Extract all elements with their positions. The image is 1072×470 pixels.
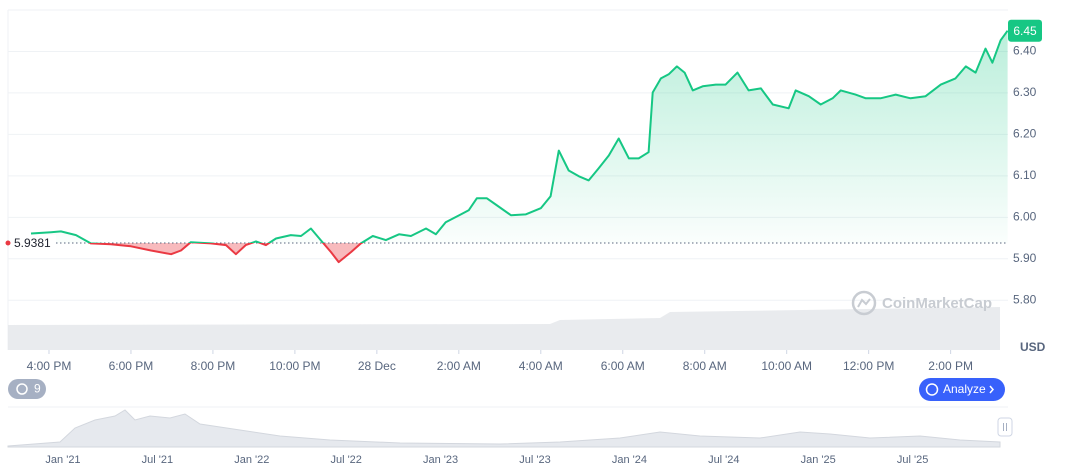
y-tick-label: 6.00 — [1013, 209, 1037, 223]
y-tick-label: 6.20 — [1013, 127, 1037, 141]
navigator-label: Jan '25 — [801, 454, 836, 466]
navigator-label: Jan '21 — [45, 454, 80, 466]
x-tick-label: 8:00 PM — [191, 359, 236, 373]
navigator-label: Jul '24 — [708, 454, 739, 466]
area-fill — [31, 30, 1008, 263]
navigator-label: Jan '22 — [234, 454, 269, 466]
x-tick-label: 4:00 AM — [519, 359, 563, 373]
volume-area — [8, 307, 1000, 350]
x-tick-label: 10:00 PM — [269, 359, 320, 373]
navigator-area — [7, 409, 1001, 448]
navigator-label: Jul '21 — [142, 454, 173, 466]
current-price-bg — [1008, 19, 1042, 42]
watermark-logo — [857, 298, 871, 308]
baseline-label-bg — [12, 234, 56, 251]
x-tick-label: 6:00 AM — [601, 359, 645, 373]
navigator-label: Jan '24 — [612, 454, 647, 466]
navigator-label: Jul '25 — [897, 454, 928, 466]
navigator-label: Jul '22 — [330, 454, 361, 466]
button-bg — [919, 378, 1005, 401]
x-tick-label: 10:00 AM — [761, 359, 812, 373]
price-line — [30, 30, 1009, 264]
badge-count: 9 — [34, 382, 41, 396]
navigator-label: Jul '23 — [519, 454, 550, 466]
navigator-label: Jan '23 — [423, 454, 458, 466]
y-unit: USD — [1020, 340, 1046, 354]
y-tick-label: 6.30 — [1013, 85, 1037, 99]
button-chevron — [989, 385, 994, 394]
x-tick-label: 2:00 AM — [437, 359, 481, 373]
badge-icon — [16, 383, 28, 395]
alerts-badge[interactable]: 9 — [8, 379, 46, 399]
navigator-handle[interactable] — [997, 417, 1013, 437]
button-label: Analyze — [943, 382, 986, 396]
x-tick-label: 12:00 PM — [843, 359, 894, 373]
button-icon — [925, 383, 939, 396]
watermark: CoinMarketCap — [851, 290, 992, 316]
watermark-logo — [851, 290, 877, 316]
y-tick-label: 5.90 — [1013, 251, 1037, 265]
y-tick-label: 6.40 — [1013, 44, 1037, 58]
x-tick-label: 8:00 AM — [683, 359, 727, 373]
x-tick-label: 4:00 PM — [27, 359, 72, 373]
watermark-text: CoinMarketCap — [882, 295, 992, 312]
x-tick-label: 28 Dec — [358, 359, 396, 373]
baseline-label: 5.9381 — [14, 236, 51, 250]
y-tick-label: 5.80 — [1013, 292, 1037, 306]
analyze-button[interactable]: Analyze — [919, 378, 1005, 401]
baseline-dot — [5, 240, 11, 246]
x-tick-label: 2:00 PM — [928, 359, 973, 373]
x-tick-label: 6:00 PM — [109, 359, 154, 373]
handle-bg — [997, 417, 1013, 437]
current-price-label: 6.45 — [1013, 24, 1037, 38]
y-tick-label: 6.10 — [1013, 168, 1037, 182]
